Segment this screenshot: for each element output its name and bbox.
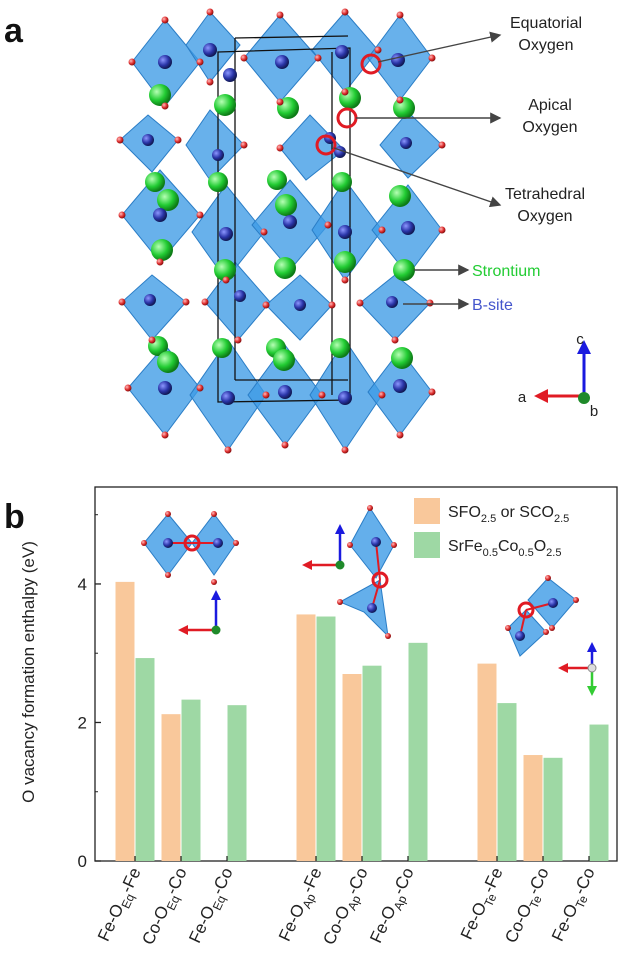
x-tick-label: Fe-OEq-Co <box>185 865 240 948</box>
bar-sfo-sco-7 <box>523 755 543 861</box>
inset-equatorial <box>141 511 239 635</box>
axis-a-label: a <box>518 389 527 406</box>
y-tick-label: 2 <box>78 713 87 732</box>
bar-sfo-sco-4 <box>342 674 362 861</box>
x-tick-label: Fe-OTe-Fe <box>457 865 510 944</box>
tetrahedral-oxygen-highlight <box>315 134 337 156</box>
bar-sfo-sco-1 <box>161 714 181 861</box>
inset-apical <box>302 505 397 639</box>
y-axis-label: O vacancy formation enthalpy (eV) <box>19 541 38 803</box>
bar-srfeco-4 <box>362 665 382 861</box>
legend-swatch-1 <box>414 532 440 558</box>
panel-b-label: b <box>4 498 25 536</box>
legend: SFO2.5 or SCO2.5 SrFe0.5Co0.5O2.5 <box>414 498 569 559</box>
apical-oxygen-highlight <box>336 107 358 129</box>
legend-swatch-0 <box>414 498 440 524</box>
inset-tetrahedral <box>505 575 597 696</box>
bar-sfo-sco-0 <box>115 581 135 861</box>
x-tick-label: Fe-OTe-Co <box>548 865 602 946</box>
bar-srfeco-2 <box>227 705 247 861</box>
bar-srfeco-0 <box>135 658 155 861</box>
tetrahedral-label-line1: Tetrahedral <box>505 186 585 203</box>
axes-triad: c a b <box>518 331 598 420</box>
bar-srfeco-8 <box>589 724 609 861</box>
strontium-label: Strontium <box>472 263 540 280</box>
panel-a-label: a <box>4 12 24 50</box>
equatorial-oxygen-highlight <box>360 53 382 75</box>
bar-srfeco-3 <box>316 616 336 861</box>
apical-label-line2: Oxygen <box>522 119 577 136</box>
equatorial-label-line1: Equatorial <box>510 15 582 32</box>
y-tick-label: 4 <box>78 575 87 594</box>
apical-label-line1: Apical <box>528 97 572 114</box>
bar-srfeco-1 <box>181 699 201 861</box>
x-tick-label: Fe-OAp-Co <box>366 865 421 948</box>
legend-label-0: SFO2.5 or SCO2.5 <box>448 504 569 525</box>
tetrahedral-label-line2: Oxygen <box>517 208 572 225</box>
equatorial-label-line2: Oxygen <box>518 37 573 54</box>
bar-sfo-sco-3 <box>296 614 316 861</box>
bar-srfeco-7 <box>543 757 563 861</box>
bar-srfeco-6 <box>497 703 517 861</box>
y-axis: 0 2 4 <box>78 514 101 871</box>
crystal-structure <box>116 8 446 454</box>
bar-layer <box>115 581 609 861</box>
legend-label-1: SrFe0.5Co0.5O2.5 <box>448 538 561 559</box>
bar-srfeco-5 <box>408 642 428 861</box>
axis-c-label: c <box>576 331 584 348</box>
axis-b-label: b <box>590 403 598 420</box>
x-axis: Fe-OEq-FeCo-OEq-CoFe-OEq-CoFe-OAp-FeCo-O… <box>94 865 602 948</box>
y-tick-label: 0 <box>78 852 87 871</box>
bsite-label: B-site <box>472 297 513 314</box>
bar-sfo-sco-6 <box>477 663 497 861</box>
